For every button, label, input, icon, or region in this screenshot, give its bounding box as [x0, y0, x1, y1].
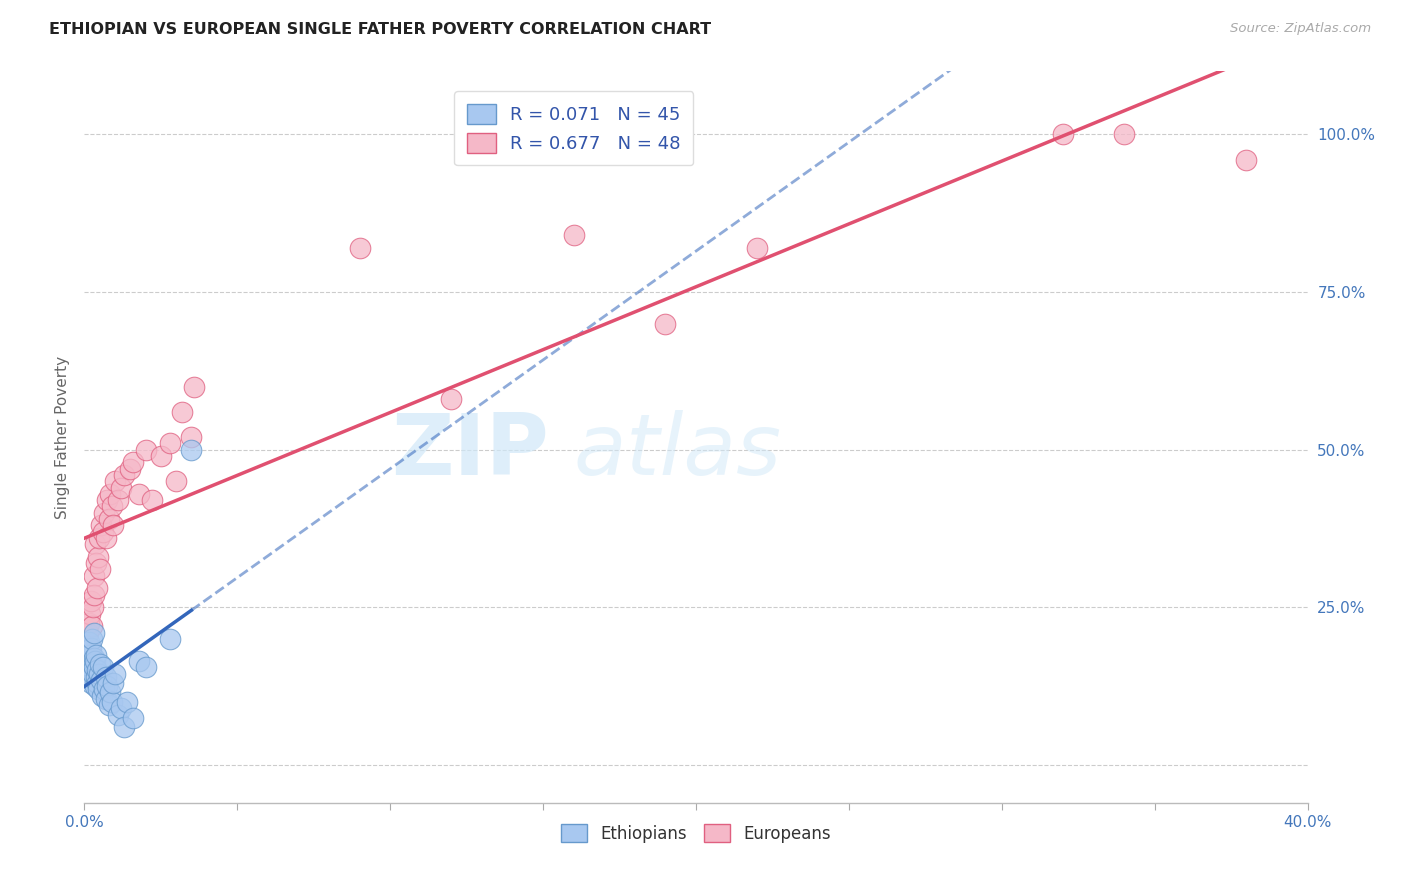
- Point: [440, 392, 463, 407]
- Point: [120, 461, 142, 475]
- Point: [77, 635, 100, 649]
- Point: [183, 379, 205, 393]
- Point: [135, 442, 157, 457]
- Point: [83, 569, 105, 583]
- Point: [149, 449, 172, 463]
- Point: [122, 711, 145, 725]
- Point: [747, 241, 769, 255]
- Point: [84, 670, 107, 684]
- Point: [110, 481, 132, 495]
- Point: [104, 474, 127, 488]
- Point: [84, 679, 107, 693]
- Point: [87, 682, 110, 697]
- Point: [103, 676, 125, 690]
- Point: [79, 648, 101, 662]
- Point: [84, 648, 107, 662]
- Point: [77, 654, 100, 668]
- Point: [80, 657, 103, 671]
- Point: [1114, 128, 1136, 142]
- Point: [107, 707, 129, 722]
- Point: [165, 474, 187, 488]
- Text: Source: ZipAtlas.com: Source: ZipAtlas.com: [1230, 22, 1371, 36]
- Point: [76, 660, 98, 674]
- Point: [91, 689, 114, 703]
- Point: [86, 582, 108, 596]
- Point: [80, 619, 103, 633]
- Point: [94, 691, 117, 706]
- Point: [83, 625, 105, 640]
- Point: [562, 228, 585, 243]
- Point: [96, 493, 118, 508]
- Legend: Ethiopians, Europeans: Ethiopians, Europeans: [554, 817, 838, 849]
- Point: [80, 594, 103, 608]
- Point: [101, 695, 124, 709]
- Point: [180, 442, 202, 457]
- Y-axis label: Single Father Poverty: Single Father Poverty: [55, 356, 70, 518]
- Point: [84, 537, 107, 551]
- Point: [1052, 128, 1074, 142]
- Point: [83, 588, 105, 602]
- Point: [128, 654, 150, 668]
- Point: [93, 506, 115, 520]
- Point: [82, 666, 104, 681]
- Point: [80, 641, 103, 656]
- Point: [104, 666, 127, 681]
- Point: [1236, 153, 1258, 167]
- Point: [84, 654, 107, 668]
- Point: [110, 701, 132, 715]
- Point: [89, 562, 111, 576]
- Point: [77, 625, 100, 640]
- Point: [84, 556, 107, 570]
- Point: [93, 682, 115, 697]
- Point: [79, 607, 101, 621]
- Point: [77, 616, 100, 631]
- Point: [86, 676, 108, 690]
- Point: [98, 685, 121, 699]
- Point: [80, 676, 103, 690]
- Point: [654, 317, 676, 331]
- Point: [79, 664, 101, 678]
- Point: [90, 673, 112, 687]
- Point: [107, 493, 129, 508]
- Text: atlas: atlas: [574, 410, 782, 493]
- Point: [159, 632, 181, 646]
- Point: [96, 679, 118, 693]
- Point: [135, 660, 157, 674]
- Point: [90, 518, 112, 533]
- Point: [103, 518, 125, 533]
- Point: [91, 660, 114, 674]
- Point: [94, 531, 117, 545]
- Point: [86, 664, 108, 678]
- Point: [83, 660, 105, 674]
- Point: [89, 657, 111, 671]
- Point: [349, 241, 371, 255]
- Point: [159, 436, 181, 450]
- Point: [82, 600, 104, 615]
- Point: [77, 670, 100, 684]
- Point: [83, 650, 105, 665]
- Point: [128, 487, 150, 501]
- Point: [96, 670, 118, 684]
- Point: [91, 524, 114, 539]
- Text: ETHIOPIAN VS EUROPEAN SINGLE FATHER POVERTY CORRELATION CHART: ETHIOPIAN VS EUROPEAN SINGLE FATHER POVE…: [49, 22, 711, 37]
- Point: [87, 531, 110, 545]
- Point: [87, 549, 110, 564]
- Point: [76, 635, 98, 649]
- Point: [180, 430, 202, 444]
- Point: [115, 695, 138, 709]
- Point: [76, 644, 98, 658]
- Point: [79, 644, 101, 658]
- Point: [172, 405, 194, 419]
- Point: [112, 467, 135, 482]
- Point: [112, 720, 135, 734]
- Point: [122, 455, 145, 469]
- Point: [101, 500, 124, 514]
- Text: ZIP: ZIP: [391, 410, 550, 493]
- Point: [141, 493, 163, 508]
- Point: [98, 487, 121, 501]
- Point: [80, 632, 103, 646]
- Point: [97, 698, 120, 712]
- Point: [87, 666, 110, 681]
- Point: [97, 512, 120, 526]
